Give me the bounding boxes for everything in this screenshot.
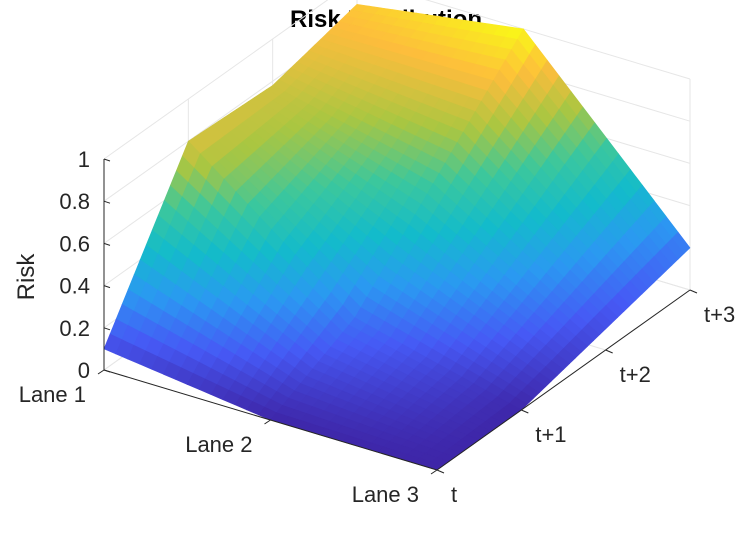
z-tick-label: 0.2 (59, 316, 90, 341)
z-tick-mark (103, 200, 111, 204)
y-tick-label: t+2 (620, 362, 651, 387)
axes (97, 158, 698, 475)
z-tick-mark (103, 158, 111, 162)
z-tick-mark (103, 327, 111, 331)
y-axis-line (436, 289, 691, 471)
y-tick-label: t (451, 482, 457, 507)
z-tick-mark (103, 242, 111, 246)
z-tick-label: 0.6 (59, 231, 90, 256)
z-tick-label: 1 (78, 147, 90, 172)
z-axis-label: Risk (13, 253, 40, 301)
y-tick-label: t+1 (535, 422, 566, 447)
x-tick-mark (97, 369, 105, 375)
y-tick-mark (436, 469, 445, 474)
x-tick-label: Lane 1 (19, 382, 86, 407)
z-tick-label: 0.4 (59, 274, 90, 299)
x-tick-label: Lane 2 (185, 432, 252, 457)
surface (103, 4, 691, 471)
tick-labels: 0 0.2 0.4 0.6 0.8 1 Lane 1 Lane 2 Lane 3 t t+1 t+2 t… (19, 147, 736, 507)
z-tick-mark (103, 369, 111, 373)
grid-line-left-z (103, 0, 329, 160)
x-tick-label: Lane 3 (352, 482, 419, 507)
z-tick-label: 0 (78, 358, 90, 383)
x-tick-mark (430, 469, 438, 475)
y-tick-mark (521, 409, 529, 414)
y-tick-mark (605, 349, 613, 354)
y-tick-mark (689, 289, 698, 294)
y-tick-label: t+3 (704, 302, 735, 327)
z-tick-mark (103, 285, 111, 289)
z-tick-label: 0.8 (59, 189, 90, 214)
x-tick-mark (264, 419, 271, 425)
